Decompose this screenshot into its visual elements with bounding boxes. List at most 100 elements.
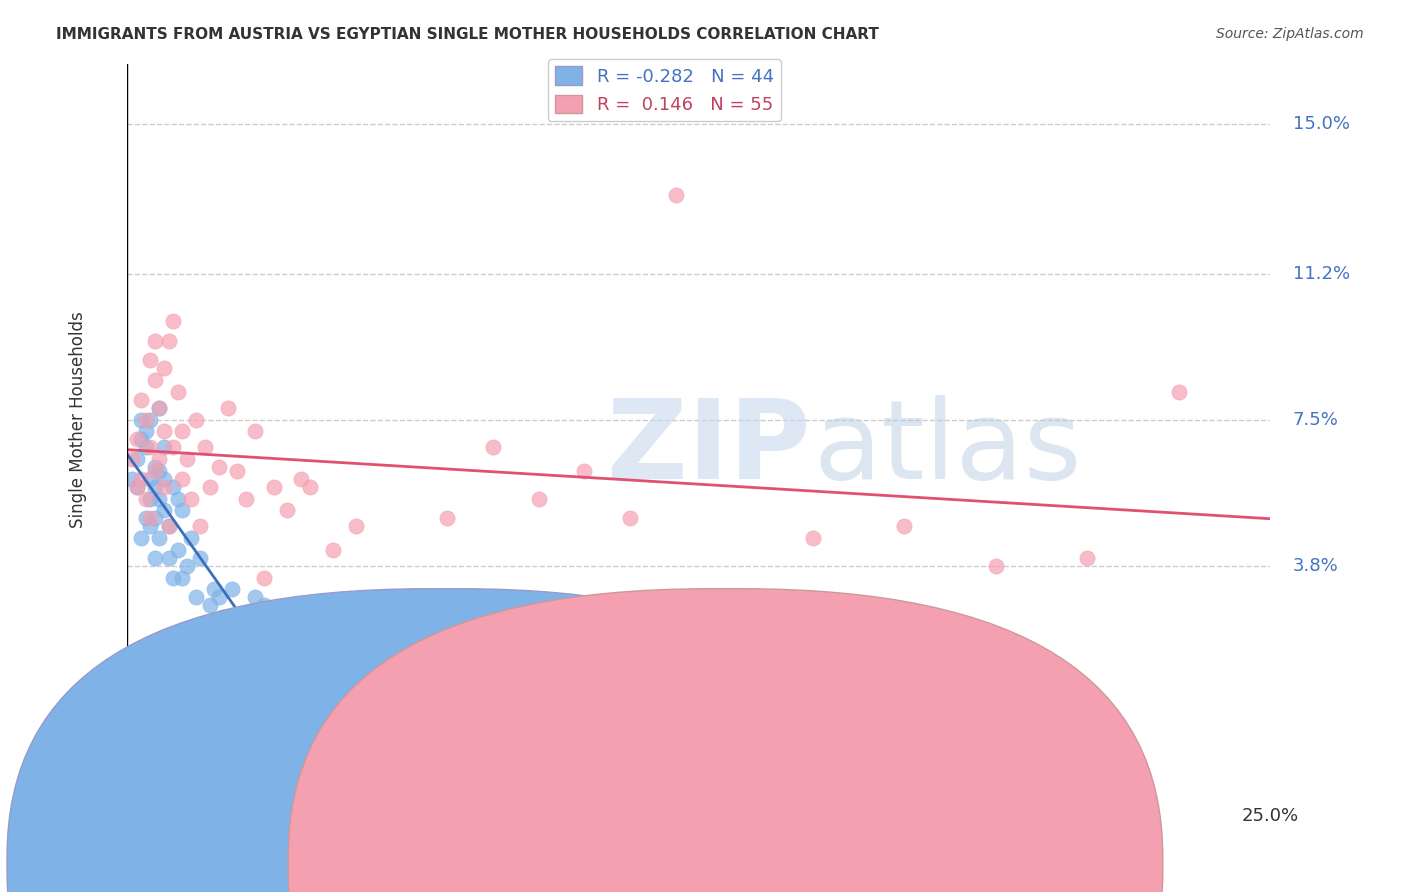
Point	[148, 401, 170, 415]
Point	[231, 622, 253, 636]
Text: Immigrants from Austria: Immigrants from Austria	[471, 855, 675, 873]
Point	[139, 491, 162, 506]
Point	[527, 491, 550, 506]
Point	[276, 503, 298, 517]
Point	[148, 531, 170, 545]
Point	[125, 480, 148, 494]
Point	[157, 519, 180, 533]
Point	[135, 511, 157, 525]
Point	[153, 440, 176, 454]
Point	[217, 401, 239, 415]
Point	[180, 531, 202, 545]
Point	[245, 591, 267, 605]
Point	[153, 503, 176, 517]
Point	[893, 519, 915, 533]
Point	[153, 472, 176, 486]
Point	[143, 334, 166, 348]
Point	[190, 550, 212, 565]
Point	[143, 460, 166, 475]
Point	[135, 491, 157, 506]
Text: Single Mother Households: Single Mother Households	[69, 311, 87, 528]
Point	[157, 519, 180, 533]
Point	[263, 480, 285, 494]
Point	[198, 480, 221, 494]
Point	[245, 425, 267, 439]
Point	[172, 472, 194, 486]
Point	[139, 353, 162, 368]
Point	[436, 511, 458, 525]
Point	[176, 452, 198, 467]
Text: ZIP: ZIP	[607, 394, 811, 501]
Text: Egyptians: Egyptians	[752, 855, 834, 873]
Point	[157, 550, 180, 565]
Point	[619, 511, 641, 525]
Point	[391, 591, 413, 605]
Point	[162, 314, 184, 328]
Point	[148, 452, 170, 467]
Point	[221, 582, 243, 597]
Point	[184, 591, 207, 605]
Point	[172, 425, 194, 439]
Point	[143, 550, 166, 565]
Point	[135, 440, 157, 454]
Point	[125, 452, 148, 467]
Point	[153, 361, 176, 376]
Point	[176, 558, 198, 573]
Point	[135, 412, 157, 426]
Point	[153, 480, 176, 494]
Point	[208, 591, 231, 605]
Point	[665, 187, 688, 202]
Point	[172, 570, 194, 584]
Point	[253, 570, 276, 584]
Point	[139, 472, 162, 486]
Point	[139, 440, 162, 454]
Point	[139, 519, 162, 533]
Point	[129, 433, 152, 447]
Text: 0.0%: 0.0%	[104, 806, 150, 824]
Point	[984, 558, 1007, 573]
Point	[190, 519, 212, 533]
Point	[153, 425, 176, 439]
Point	[166, 491, 188, 506]
Point	[143, 373, 166, 387]
Point	[129, 472, 152, 486]
Point	[139, 412, 162, 426]
Point	[212, 610, 235, 624]
Point	[121, 452, 143, 467]
Point	[135, 425, 157, 439]
Point	[129, 531, 152, 545]
Point	[202, 582, 225, 597]
Point	[299, 480, 322, 494]
Text: 15.0%: 15.0%	[1292, 114, 1350, 133]
Point	[1167, 384, 1189, 399]
Point	[1076, 550, 1098, 565]
Point	[166, 542, 188, 557]
Point	[226, 464, 249, 478]
Point	[143, 464, 166, 478]
Point	[166, 384, 188, 399]
Point	[129, 392, 152, 407]
Text: IMMIGRANTS FROM AUSTRIA VS EGYPTIAN SINGLE MOTHER HOUSEHOLDS CORRELATION CHART: IMMIGRANTS FROM AUSTRIA VS EGYPTIAN SING…	[56, 27, 879, 42]
Point	[143, 511, 166, 525]
Point	[125, 480, 148, 494]
Text: 7.5%: 7.5%	[1292, 410, 1339, 429]
Point	[162, 570, 184, 584]
Point	[129, 412, 152, 426]
Point	[184, 412, 207, 426]
Text: atlas: atlas	[813, 394, 1081, 501]
Point	[162, 480, 184, 494]
Point	[344, 519, 367, 533]
Point	[172, 503, 194, 517]
Point	[162, 440, 184, 454]
Point	[253, 598, 276, 612]
Point	[148, 491, 170, 506]
Point	[139, 511, 162, 525]
Point	[125, 433, 148, 447]
Point	[208, 460, 231, 475]
Point	[290, 472, 312, 486]
Point	[235, 491, 257, 506]
Legend: R = -0.282   N = 44, R =  0.146   N = 55: R = -0.282 N = 44, R = 0.146 N = 55	[548, 59, 780, 121]
Point	[148, 464, 170, 478]
Point	[574, 464, 596, 478]
Point	[148, 401, 170, 415]
